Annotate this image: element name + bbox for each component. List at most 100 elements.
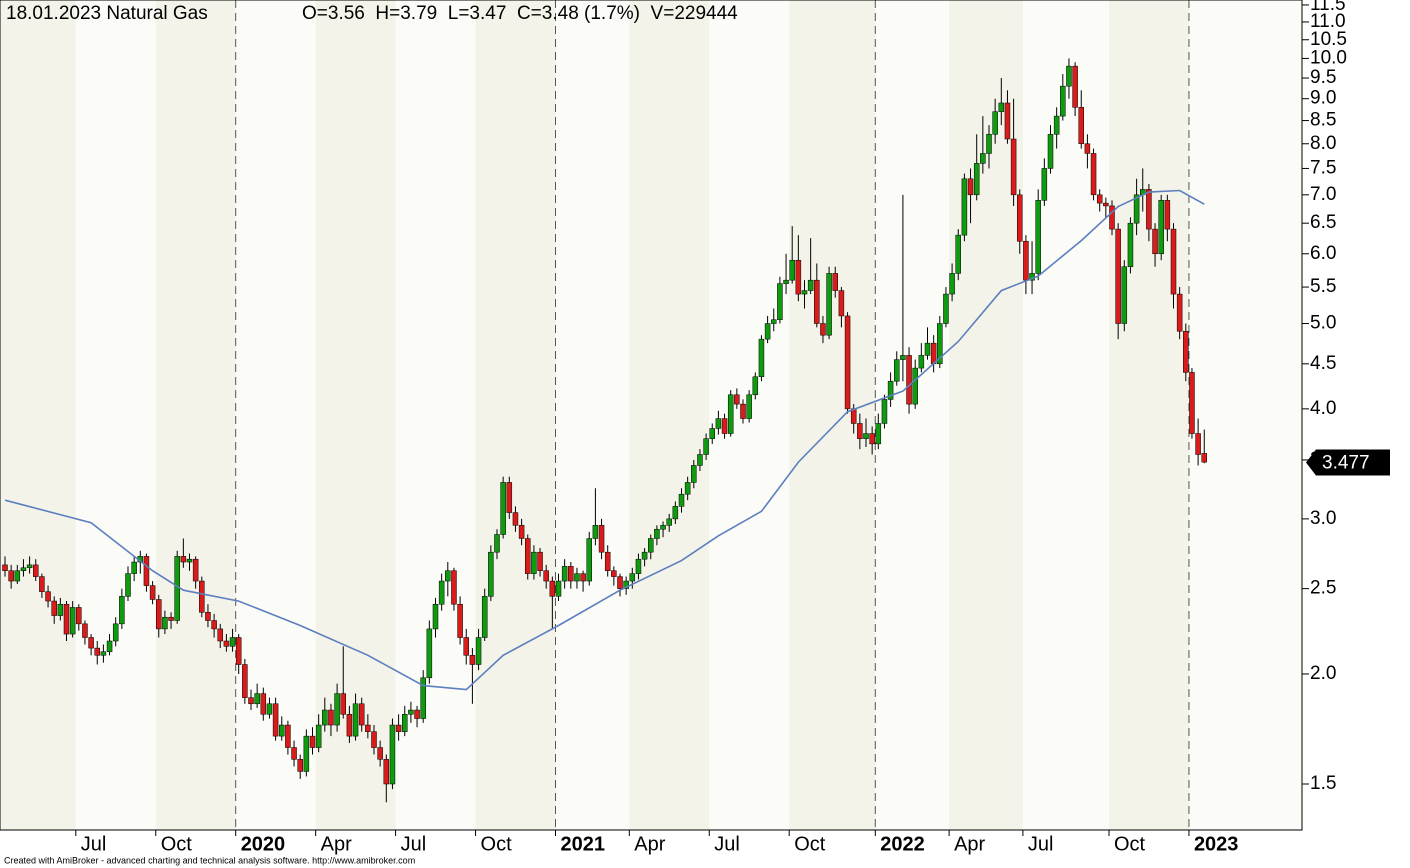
candle-body — [814, 279, 820, 324]
candle-body — [1170, 228, 1177, 295]
candle-body — [783, 279, 789, 284]
candle-body — [820, 323, 826, 336]
candle-body — [328, 709, 334, 726]
y-tick-label: 7.0 — [1310, 184, 1336, 205]
candle-body — [568, 566, 574, 582]
candle-body — [617, 576, 623, 589]
moving-average-line — [4, 189, 1205, 691]
candle-body — [420, 677, 426, 719]
candle-body — [807, 279, 814, 291]
candle-body — [500, 482, 506, 535]
candle-body — [654, 528, 660, 539]
candle-body — [1090, 153, 1097, 196]
candle-body — [1183, 330, 1189, 373]
quarter-band — [555, 0, 630, 830]
candle-body — [955, 234, 961, 274]
candle-body — [1053, 115, 1060, 135]
candle-body — [2, 564, 8, 571]
candle-body — [734, 394, 740, 405]
candle-body — [371, 731, 377, 748]
candle-body — [691, 465, 697, 483]
candle-body — [1066, 65, 1072, 87]
candle-body — [303, 735, 310, 772]
candle-body — [758, 338, 765, 378]
candle-body — [555, 580, 562, 597]
x-tick-label: Apr — [954, 833, 985, 855]
candle-body — [660, 525, 666, 530]
candle-body — [279, 724, 285, 737]
candle-body — [832, 273, 838, 291]
quarter-band — [949, 0, 1023, 830]
candle-body — [838, 290, 845, 317]
y-tick-label: 4.5 — [1310, 353, 1336, 374]
candle-body — [943, 293, 949, 324]
candle-body — [106, 640, 113, 652]
quarter-band — [75, 0, 156, 830]
y-tick-label: 6.0 — [1310, 243, 1336, 264]
candle-body — [1109, 205, 1115, 230]
candle-body — [1078, 107, 1084, 145]
candle-body — [463, 637, 469, 656]
candle-body — [703, 438, 709, 455]
candle-body — [112, 623, 119, 642]
candle-body — [592, 525, 599, 539]
candle-body — [961, 178, 968, 236]
candle-body — [586, 538, 592, 582]
candle-body — [1017, 194, 1023, 242]
candle-body — [531, 551, 537, 574]
candle-body — [481, 596, 488, 638]
plot-frame — [0, 0, 1303, 831]
candle-body — [801, 290, 808, 295]
footer: Created with AmiBroker - advanced charti… — [4, 855, 415, 865]
candle-body — [672, 506, 679, 520]
candle-body — [1133, 194, 1140, 224]
y-tick-label: 11.5 — [1310, 0, 1346, 15]
y-tick-label: 10.5 — [1310, 29, 1347, 50]
candle-body — [697, 454, 703, 466]
candle-body — [900, 355, 906, 360]
candle-body — [869, 433, 875, 445]
candle-body — [162, 616, 168, 630]
candle-body — [967, 178, 974, 196]
candle-body — [857, 423, 863, 439]
quarter-band — [629, 0, 710, 830]
candle-body — [33, 564, 39, 577]
candle-body — [973, 163, 980, 196]
y-tick-label: 6.5 — [1310, 212, 1336, 233]
candle-body — [272, 703, 279, 737]
x-tick-label: Oct — [161, 833, 193, 855]
y-tick-label: 9.0 — [1310, 88, 1336, 109]
candle-body — [149, 585, 156, 600]
candle-body — [506, 482, 513, 513]
candle-body — [88, 637, 94, 649]
candle-body — [315, 724, 322, 748]
candle-body — [254, 693, 260, 705]
candle-body — [8, 570, 14, 582]
x-tick-label: Oct — [481, 833, 513, 855]
candle-body — [395, 724, 402, 732]
candle-body — [727, 394, 734, 434]
candle-body — [1084, 143, 1091, 154]
candle-body — [156, 599, 162, 630]
candle-body — [918, 355, 925, 369]
candle-body — [223, 640, 230, 647]
candle-body — [266, 703, 273, 715]
x-tick-label: Oct — [794, 833, 826, 855]
y-tick-label: 5.5 — [1310, 276, 1336, 297]
candle-body — [1158, 200, 1164, 255]
candle-body — [764, 323, 771, 340]
candle-body — [850, 408, 857, 424]
candle-body — [678, 493, 685, 507]
y-tick-label: 2.0 — [1310, 663, 1336, 684]
candle-body — [45, 591, 51, 602]
candle-body — [549, 580, 556, 597]
candle-body — [1035, 200, 1041, 274]
candle-body — [949, 273, 955, 295]
candle-body — [131, 561, 137, 574]
candle-body — [1004, 102, 1011, 140]
candle-body — [574, 573, 580, 582]
candle-body — [242, 664, 248, 698]
candle-body — [580, 573, 586, 582]
candle-body — [494, 534, 500, 553]
x-tick-label: 2020 — [241, 833, 286, 855]
